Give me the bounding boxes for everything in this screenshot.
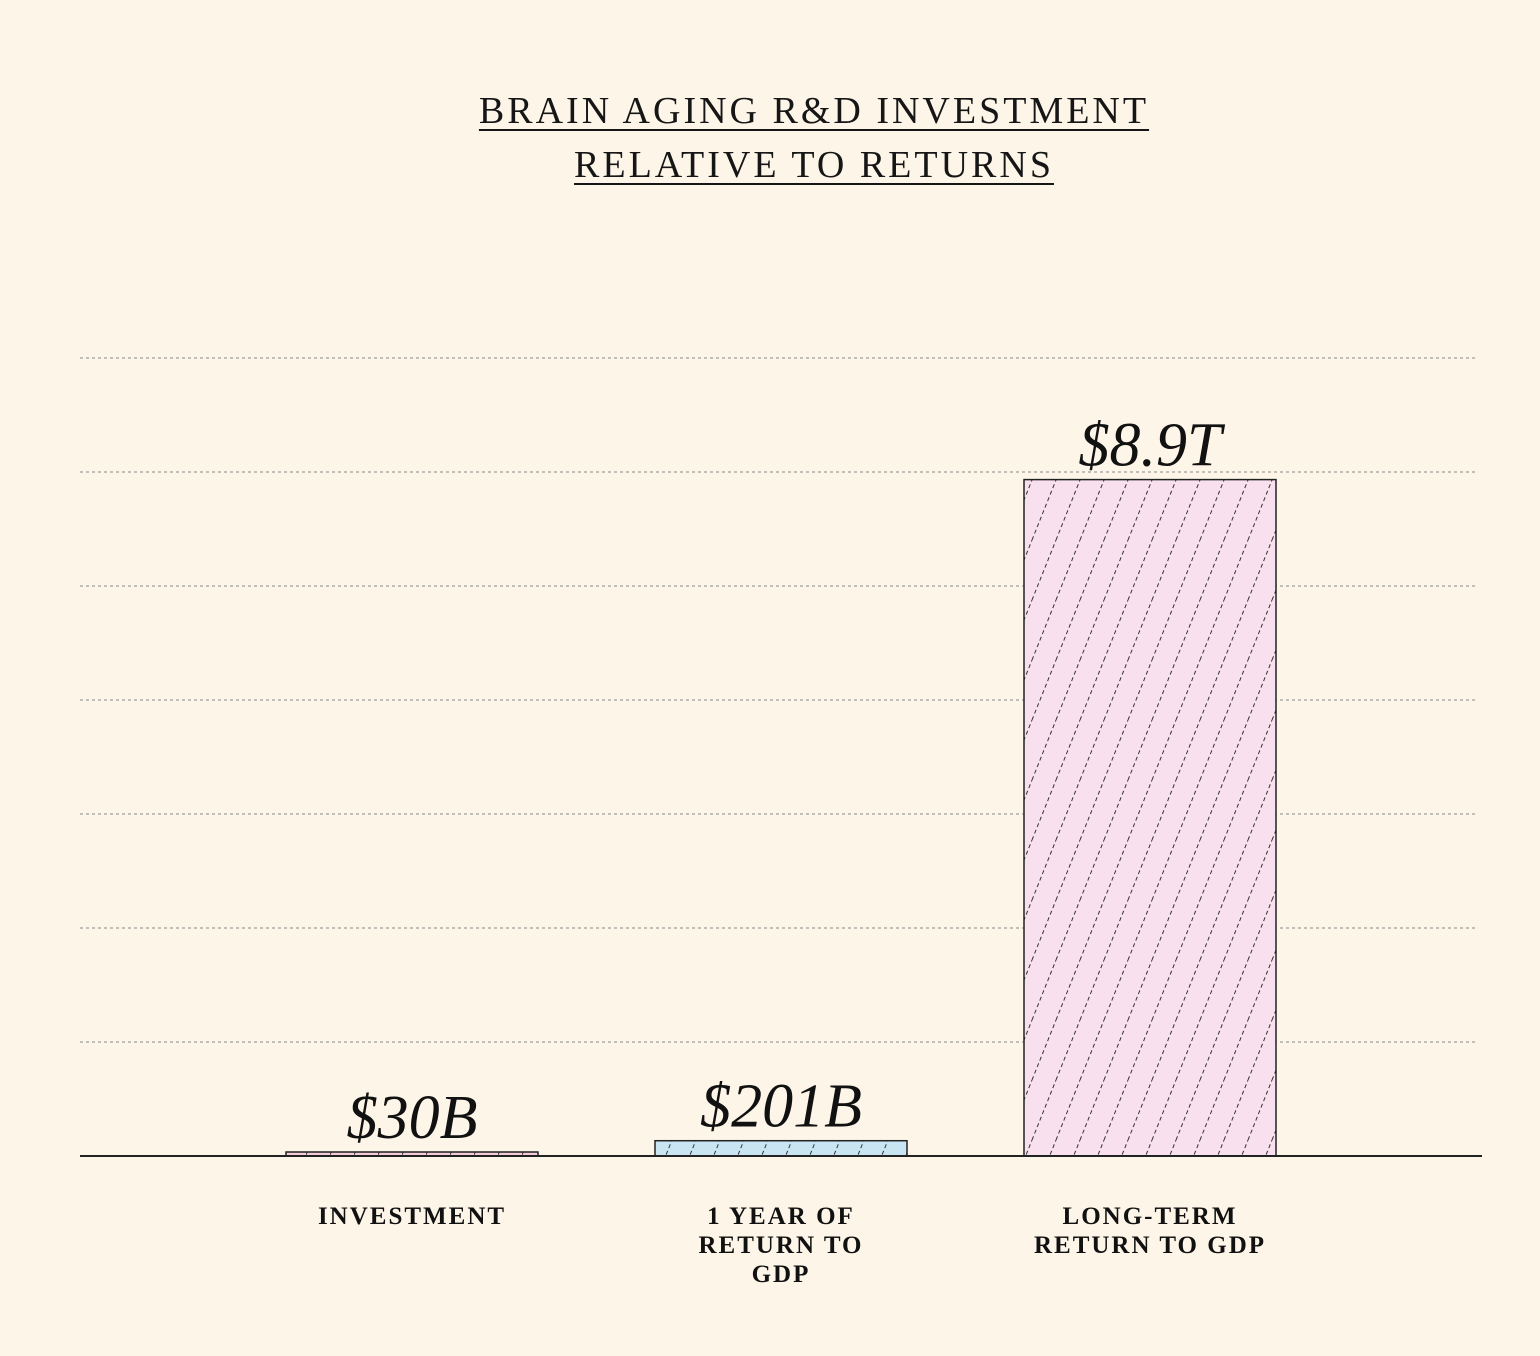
value-labels: $30B $201B $8.9T (347, 412, 1226, 1152)
chart-title-line-1: BRAIN AGING R&D INVESTMENT (478, 90, 1150, 132)
value-label: $201B (700, 1073, 862, 1141)
bars (285, 478, 1277, 1157)
category-label-line: LONG-TERM (1063, 1203, 1238, 1230)
value-label: $8.9T (1079, 412, 1227, 480)
category-label-line: INVESTMENT (318, 1203, 506, 1230)
bar-3 (1023, 478, 1277, 1157)
chart-title-line-2: RELATIVE TO RETURNS (574, 144, 1054, 186)
bar-hatch (1023, 478, 1277, 1157)
category-label-line: 1 YEAR OF (707, 1203, 855, 1230)
category-label-line: GDP (752, 1261, 811, 1288)
bar-hatch (654, 1139, 908, 1157)
category-label: 1 YEAR OF RETURN TO GDP (698, 1203, 863, 1288)
category-labels: INVESTMENT 1 YEAR OF RETURN TO GDP LONG-TERM… (318, 1203, 1266, 1288)
bar-2 (654, 1139, 908, 1157)
category-label-line: RETURN TO (698, 1232, 863, 1259)
chart-title: BRAIN AGING R&D INVESTMENT RELATIVE TO R… (0, 84, 1540, 192)
category-label-line: RETURN TO GDP (1034, 1232, 1266, 1259)
category-label: LONG-TERM RETURN TO GDP (1034, 1203, 1266, 1259)
value-label: $30B (347, 1084, 478, 1152)
category-label: INVESTMENT (318, 1203, 506, 1230)
